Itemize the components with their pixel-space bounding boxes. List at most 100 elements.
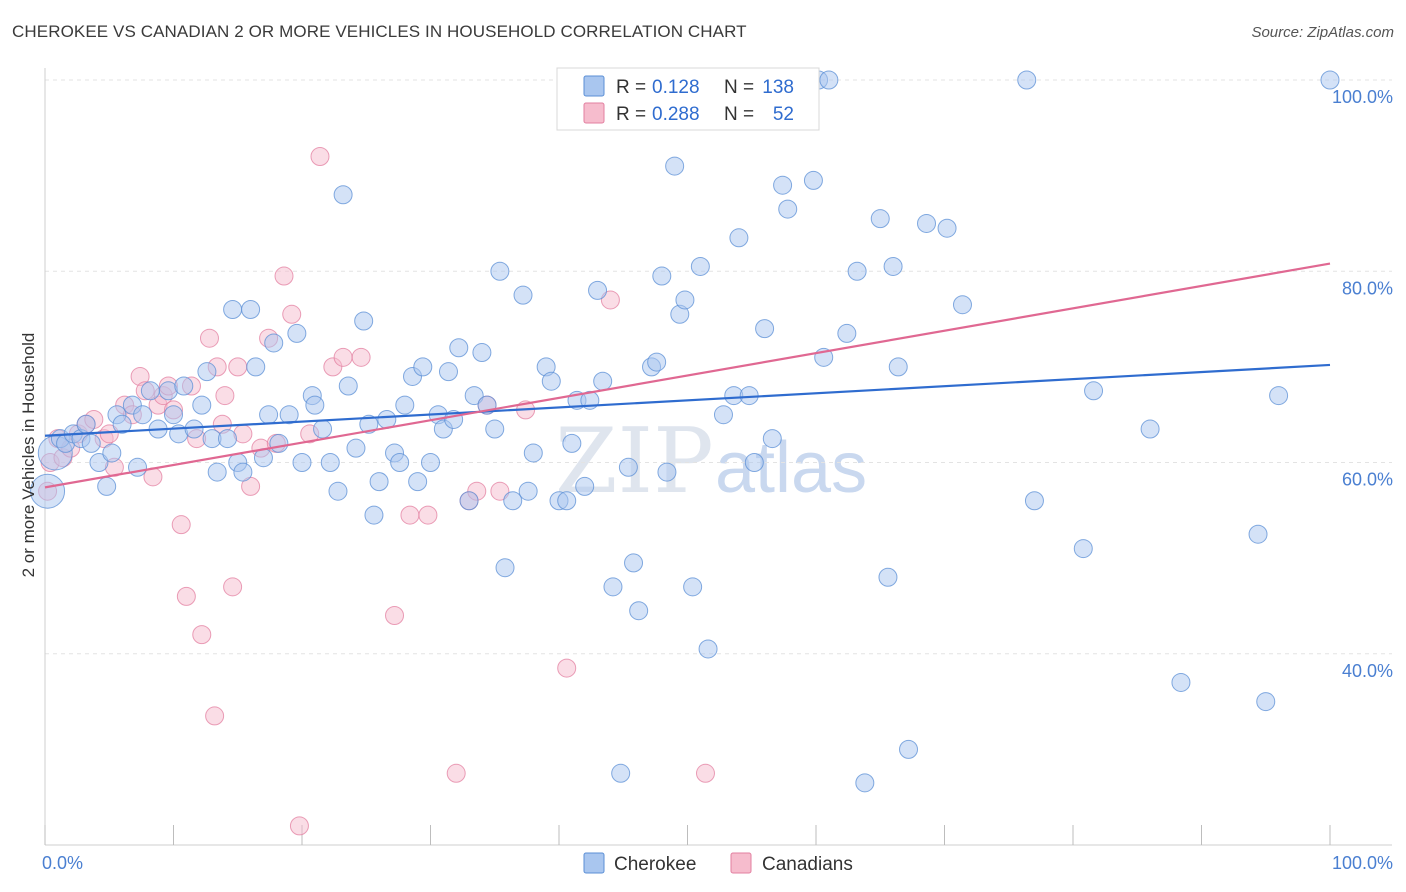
point-cherokee-87 [611,763,631,783]
point-cherokee-69 [485,419,505,439]
point-cherokee-47 [346,438,366,458]
point-cherokee-22 [184,419,204,439]
point-cherokee-62 [438,362,458,382]
point-cherokee-6 [76,414,96,434]
point-cherokee-49 [359,414,379,434]
watermark-atlas: atlas [715,428,867,508]
x-tick-label-min: 0.0% [42,853,83,873]
point-canadians-31 [228,357,248,377]
point-cherokee-134 [1269,386,1289,406]
point-cherokee-127 [1024,491,1044,511]
point-cherokee-9 [97,476,117,496]
point-cherokee-98 [683,577,703,597]
point-cherokee-15 [133,405,153,425]
point-cherokee-8 [89,453,109,472]
y-axis-label: 2 or more Vehicles in Household [19,333,38,578]
point-cherokee-107 [755,319,775,339]
point-cherokee-72 [503,491,523,511]
trend-line-cherokee [44,363,1331,437]
point-cherokee-117 [855,773,875,793]
point-cherokee-31 [241,300,261,319]
point-cherokee-95 [665,156,685,176]
point-canadians-37 [274,266,294,286]
point-cherokee-16 [140,381,160,401]
point-cherokee-74 [518,481,538,501]
point-canadians-39 [289,816,309,836]
point-canadians-9 [99,424,119,444]
point-cherokee-132 [1248,524,1268,544]
point-cherokee-86 [603,577,623,597]
trend-line-canadians [44,262,1331,489]
bottom-legend-swatch-canadians [730,852,752,874]
stats-legend: R = 0.128 N = 138 R = 0.288 N = 52 [556,67,820,131]
x-tick-label-max: 100.0% [1332,853,1393,873]
legend-n-label-canadians: N = [724,104,754,125]
point-cherokee-58 [413,357,433,377]
point-cherokee-37 [279,405,299,425]
trend-lines [44,262,1331,489]
point-cherokee-133 [1256,692,1276,712]
point-cherokee-80 [562,433,582,453]
legend-swatch-cherokee [583,75,605,97]
bottom-legend-cherokee: Cherokee [614,854,696,875]
legend-r-label-cherokee: R = [616,77,646,98]
point-cherokee-106 [744,453,764,472]
point-cherokee-26 [207,462,227,482]
point-cherokee-0 [30,473,66,509]
point-cherokee-129 [1084,381,1104,401]
point-cherokee-44 [328,481,348,501]
point-cherokee-48 [354,311,374,331]
point-cherokee-123 [917,213,937,233]
point-canadians-45 [385,606,405,625]
point-cherokee-94 [657,462,677,482]
legend-n-value-canadians: 52 [773,104,794,125]
bottom-legend-canadians: Canadians [762,854,853,875]
point-cherokee-32 [246,357,266,377]
point-cherokee-109 [773,175,793,195]
point-cherokee-7 [81,433,101,453]
point-canadians-20 [171,515,191,535]
point-cherokee-115 [837,323,857,343]
point-cherokee-67 [472,343,492,363]
point-cherokee-51 [369,472,389,492]
point-cherokee-41 [305,395,325,415]
point-canadians-55 [600,290,620,310]
point-canadians-26 [205,706,225,726]
point-cherokee-75 [523,443,543,463]
point-cherokee-111 [803,170,823,190]
point-cherokee-59 [421,453,440,472]
point-cherokee-110 [778,199,798,219]
point-cherokee-119 [878,567,898,587]
point-canadians-48 [446,763,466,783]
point-cherokee-108 [762,429,782,449]
point-canadians-38 [282,304,302,324]
point-cherokee-128 [1073,539,1093,559]
point-cherokee-45 [333,185,353,205]
point-cherokee-124 [937,218,957,238]
point-canadians-47 [418,505,438,525]
point-cherokee-122 [899,739,919,759]
series-cherokee-points [30,70,1340,793]
point-cherokee-118 [870,209,890,229]
point-cherokee-97 [675,290,695,310]
legend-r-value-cherokee: 0.128 [652,77,700,98]
point-cherokee-46 [338,376,358,396]
point-cherokee-79 [557,491,577,511]
point-cherokee-114 [819,70,839,90]
point-cherokee-66 [464,386,484,406]
legend-r-label-canadians: R = [616,104,646,125]
series-legend: Cherokee Canadians [583,852,853,875]
point-cherokee-35 [264,333,284,353]
point-cherokee-77 [541,371,561,391]
legend-swatch-canadians [583,102,605,124]
point-cherokee-55 [395,395,415,415]
point-canadians-41 [310,147,330,166]
point-cherokee-121 [888,357,908,377]
x-tick-labels: 0.0% 100.0% [42,853,1393,873]
point-cherokee-34 [259,405,279,425]
point-cherokee-10 [102,443,122,463]
point-cherokee-42 [313,419,333,439]
point-cherokee-89 [624,553,644,573]
point-cherokee-73 [513,285,533,305]
